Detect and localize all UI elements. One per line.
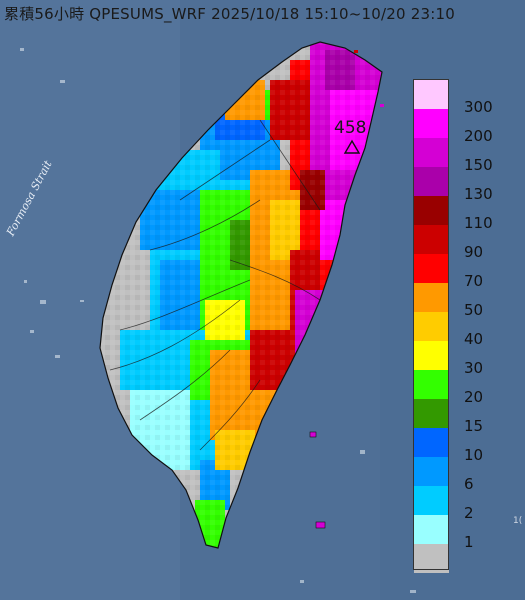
- legend-swatch: [414, 254, 449, 283]
- legend-swatch: [414, 370, 449, 399]
- legend-label: 130: [464, 185, 493, 203]
- legend-swatch: [414, 80, 449, 109]
- legend-label: 30: [464, 359, 484, 377]
- legend-label: 40: [464, 330, 484, 348]
- legend-label: 110: [464, 214, 493, 232]
- edge-label: 1(: [513, 516, 523, 526]
- legend-label: 1: [464, 533, 474, 551]
- legend-swatch: [414, 138, 449, 167]
- legend-label: 150: [464, 156, 493, 174]
- map-title: 累積56小時 QPESUMS_WRF 2025/10/18 15:10~10/2…: [4, 5, 455, 23]
- legend-swatch: [414, 225, 449, 254]
- orchid-island: [315, 521, 326, 529]
- green-island: [309, 431, 317, 438]
- triangle-marker-icon: [343, 139, 361, 154]
- legend-label: 10: [464, 446, 484, 464]
- peak-value: 458: [334, 118, 367, 138]
- legend-label: 200: [464, 127, 493, 145]
- islet: [354, 50, 358, 53]
- legend-swatch: [414, 544, 449, 573]
- legend-label: 20: [464, 388, 484, 406]
- islet: [380, 104, 384, 107]
- legend-label: 2: [464, 504, 474, 522]
- legend-swatch: [414, 167, 449, 196]
- legend-swatch: [414, 486, 449, 515]
- legend-swatch: [414, 312, 449, 341]
- legend-label: 300: [464, 98, 493, 116]
- legend-swatch: [414, 399, 449, 428]
- legend-swatch: [414, 457, 449, 486]
- cloud-specks: [20, 48, 416, 593]
- legend-label: 50: [464, 301, 484, 319]
- legend-swatch: [414, 428, 449, 457]
- legend-label: 15: [464, 417, 484, 435]
- legend-label: 70: [464, 272, 484, 290]
- legend-label: 90: [464, 243, 484, 261]
- legend-swatch: [414, 283, 449, 312]
- coastline: [99, 41, 383, 549]
- legend-swatch: [414, 196, 449, 225]
- legend-swatch: [414, 341, 449, 370]
- legend-swatch: [414, 515, 449, 544]
- legend-label: 6: [464, 475, 474, 493]
- legend-swatch: [414, 109, 449, 138]
